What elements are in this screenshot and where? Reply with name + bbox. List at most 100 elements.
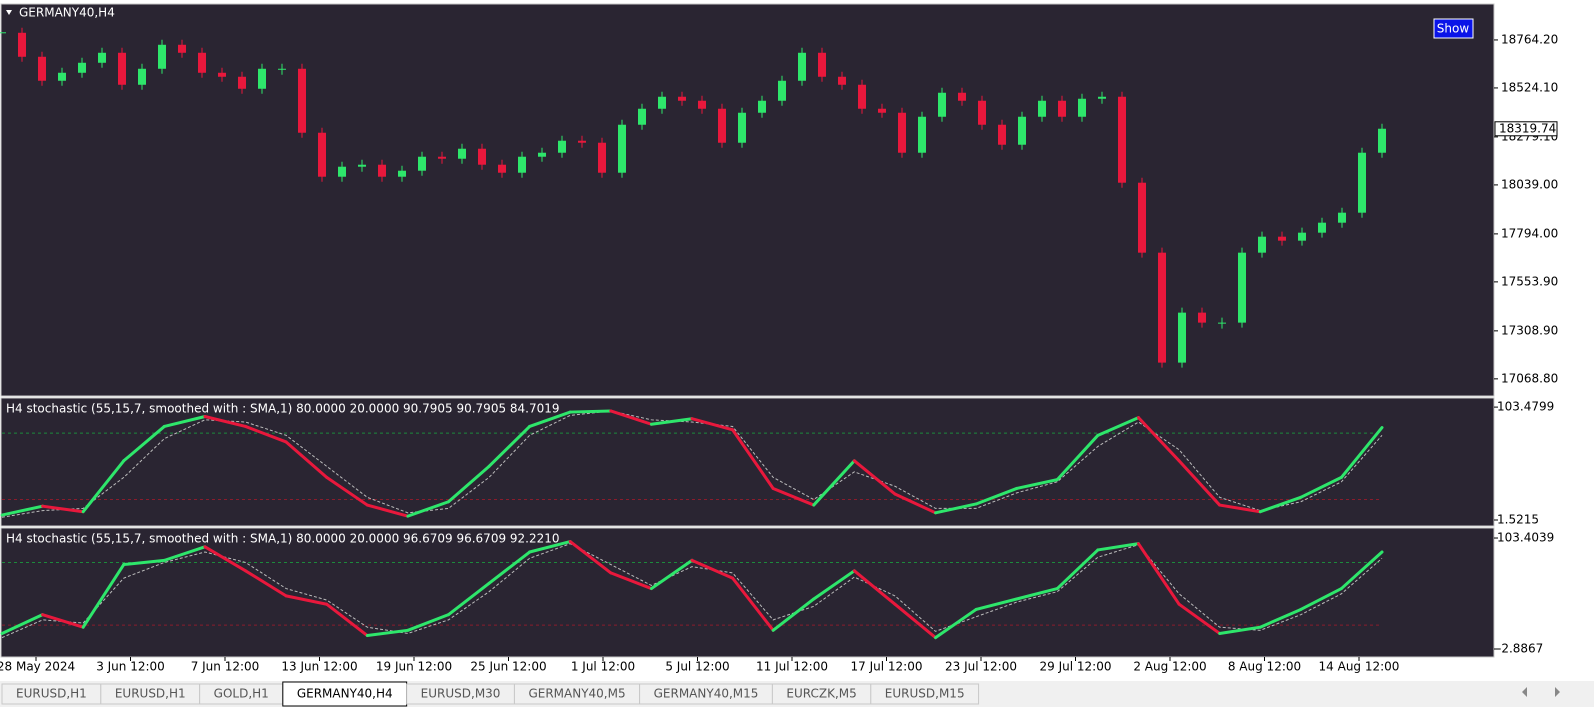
candle (938, 92, 946, 117)
show-button[interactable] (1433, 18, 1474, 39)
price-label: 18039.00 (1501, 177, 1558, 191)
time-label: 17 Jul 12:00 (851, 660, 923, 674)
candle (1298, 232, 1306, 241)
candle (158, 44, 166, 69)
candle (958, 92, 966, 101)
tab-label[interactable]: GERMANY40,H4 (297, 687, 393, 701)
candle (1238, 252, 1246, 323)
stochastic-segment (203, 545, 248, 573)
candle (238, 76, 246, 89)
collapse-icon[interactable] (6, 10, 12, 15)
time-label: 5 Jul 12:00 (665, 660, 729, 674)
stochastic-segment (852, 459, 897, 496)
stochastic-segment (41, 613, 85, 629)
candle (378, 164, 386, 177)
stochastic-segment (122, 558, 166, 567)
tab-label[interactable]: GERMANY40,M5 (528, 687, 625, 701)
stochastic-segment (1015, 587, 1059, 601)
candle (578, 140, 586, 143)
stochastic-segment (1218, 625, 1262, 635)
candle (698, 100, 706, 109)
stochastic-segment (812, 459, 856, 507)
candle (1138, 182, 1146, 253)
time-label: 28 May 2024 (0, 660, 75, 674)
stochastic-segment (81, 459, 126, 514)
tab-label[interactable]: GOLD,H1 (214, 687, 269, 701)
stochastic-segment (771, 486, 816, 507)
stochastic-segment (487, 424, 532, 468)
stochastic-segment (365, 628, 410, 638)
stochastic-segment (1055, 433, 1100, 482)
candle (758, 100, 766, 113)
tab-label[interactable]: GERMANY40,M15 (654, 687, 759, 701)
stochastic-segment (1258, 495, 1303, 514)
show-button-label[interactable]: Show (1437, 22, 1470, 36)
indicator-pane (0, 527, 1495, 658)
tab-label[interactable]: EURUSD,M15 (885, 687, 965, 701)
stochastic-segment (1096, 542, 1140, 552)
tab-label[interactable]: EURUSD,H1 (16, 687, 87, 701)
stochastic-segment (731, 576, 775, 632)
candle (898, 112, 906, 153)
stochastic-segment (649, 558, 694, 591)
time-label: 25 Jun 12:00 (470, 660, 546, 674)
indicator-label: 1.5215 (1497, 512, 1539, 526)
candle (198, 52, 206, 73)
stochastic-segment (1136, 542, 1181, 606)
current-price: 18319.74 (1499, 121, 1556, 135)
stochastic-segment (893, 602, 938, 640)
price-pane (0, 3, 1495, 397)
stochastic-segment (528, 540, 572, 554)
stochastic-segment (244, 569, 288, 598)
stochastic-segment (162, 414, 207, 428)
stochastic-segment (893, 492, 938, 515)
stochastic-segment (690, 417, 735, 432)
stochastic-segment (1218, 503, 1262, 514)
candle (878, 108, 886, 113)
candle (978, 100, 986, 125)
stochastic-segment (365, 503, 410, 518)
stochastic-segment (1096, 416, 1140, 437)
tab-label[interactable]: EURCZK,M5 (786, 687, 856, 701)
stochastic-segment (1055, 548, 1100, 591)
candle (98, 52, 106, 63)
time-label: 29 Jul 12:00 (1040, 660, 1112, 674)
tab-label[interactable]: EURUSD,M30 (421, 687, 501, 701)
stochastic-segment (244, 424, 288, 444)
candle (1058, 100, 1066, 117)
stochastic-segment (0, 504, 45, 517)
stochastic-segment (649, 417, 694, 426)
stochastic-segment (1015, 478, 1059, 490)
indicator-label: -2.8867 (1497, 641, 1543, 655)
candle (38, 56, 46, 81)
candle (1078, 98, 1086, 117)
candle (18, 32, 26, 57)
stochastic-segment (122, 424, 166, 463)
candle (258, 68, 266, 89)
stochastic-segment (162, 545, 207, 562)
candle (918, 116, 926, 153)
candle (838, 76, 846, 85)
time-label: 11 Jul 12:00 (756, 660, 828, 674)
candle (478, 148, 486, 165)
stochastic-segment (406, 500, 450, 518)
tab[interactable] (870, 683, 980, 705)
candle (1098, 96, 1106, 99)
price-label: 18764.20 (1501, 32, 1558, 46)
tab-label[interactable]: EURUSD,H1 (115, 687, 186, 701)
indicator-label: 103.4799 (1497, 400, 1554, 414)
price-label: 18524.10 (1501, 80, 1558, 94)
candle (298, 68, 306, 133)
time-label: 19 Jun 12:00 (376, 660, 452, 674)
stochastic-segment (609, 409, 653, 426)
candle (858, 84, 866, 109)
candle (778, 80, 786, 101)
time-label: 13 Jun 12:00 (281, 660, 357, 674)
stochastic-segment (934, 607, 978, 640)
candle (218, 72, 226, 77)
stochastic-segment (690, 558, 735, 580)
candle (458, 148, 466, 159)
stochastic-segment (1177, 602, 1222, 635)
stochastic-segment (974, 597, 1019, 611)
